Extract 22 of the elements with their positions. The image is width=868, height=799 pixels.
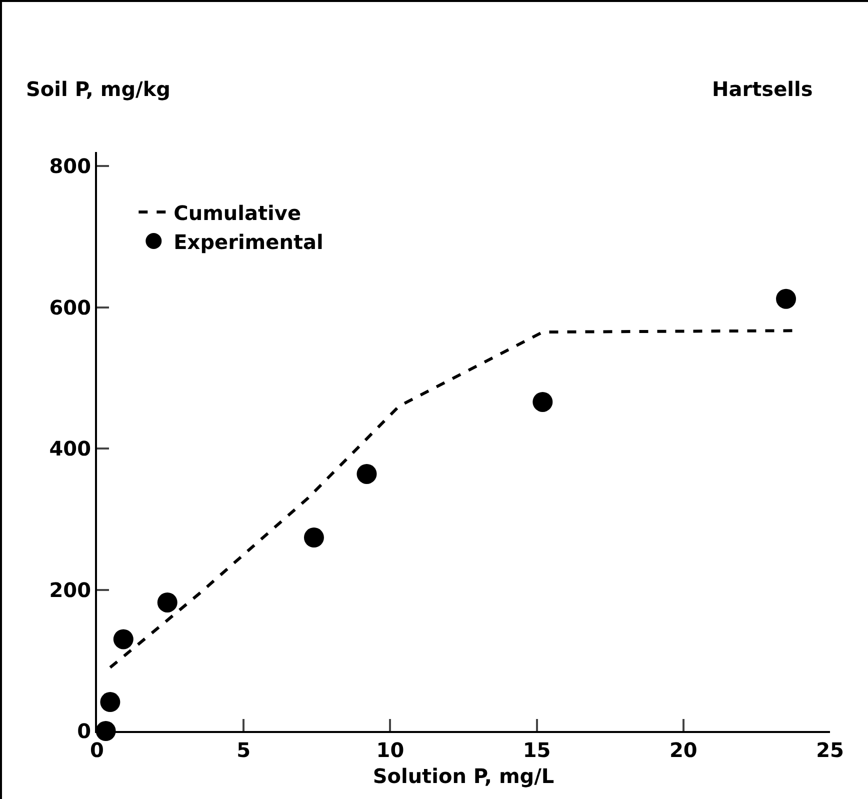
point (532, 392, 553, 412)
point (113, 629, 134, 650)
x-tick-label: 10 (376, 738, 404, 762)
y-tick-label: 600 (49, 295, 91, 320)
y-tick-label: 200 (49, 578, 91, 602)
y-tick-label: 800 (49, 154, 91, 178)
point (776, 288, 796, 309)
x-tick-label: 25 (816, 738, 844, 762)
y-axis-title: Soil P, mg/kg (26, 77, 170, 101)
y-tick-label: 400 (49, 436, 91, 461)
x-tick-label: 5 (236, 738, 251, 762)
point (100, 692, 120, 712)
x-tick-label: 20 (669, 738, 698, 762)
point (157, 592, 178, 612)
point (304, 528, 324, 548)
legend-label: Experimental (174, 230, 324, 254)
x-axis-title: Solution P, mg/L (372, 764, 554, 788)
y-tick-label: 0 (77, 719, 91, 743)
x-tick-label: 15 (522, 738, 551, 762)
legend-label: Cumulative (174, 200, 302, 225)
point (356, 464, 377, 484)
text: Hartsells (712, 77, 813, 101)
